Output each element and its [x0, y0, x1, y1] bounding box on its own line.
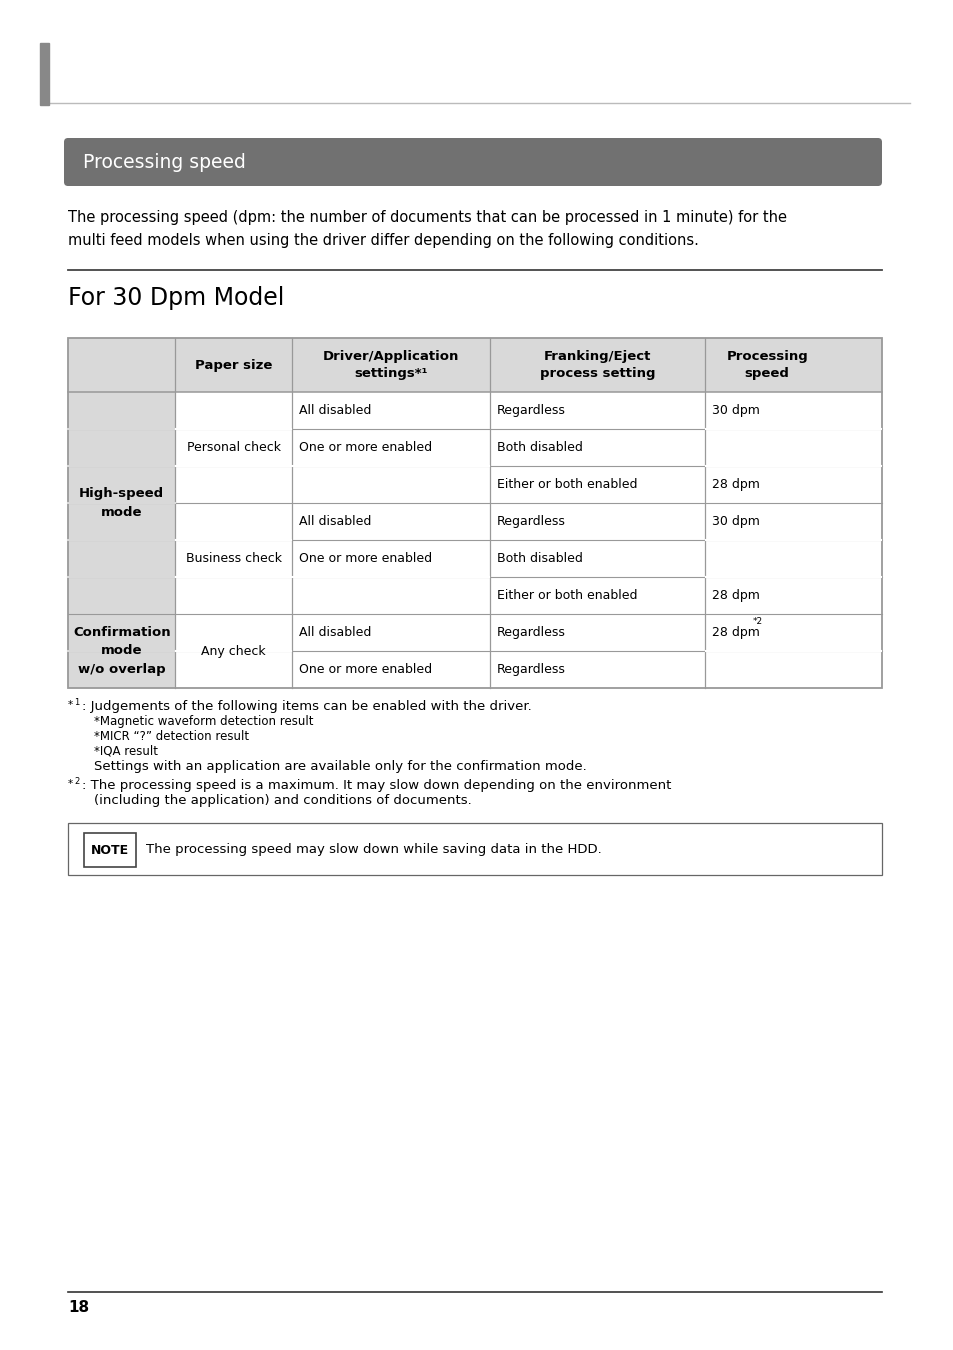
- Text: Business check: Business check: [186, 552, 281, 566]
- Text: Both disabled: Both disabled: [497, 441, 582, 454]
- Text: All disabled: All disabled: [298, 514, 371, 528]
- Text: The processing speed (dpm: the number of documents that can be processed in 1 mi: The processing speed (dpm: the number of…: [68, 211, 786, 248]
- Text: Processing
speed: Processing speed: [725, 350, 807, 379]
- Text: 1: 1: [74, 698, 79, 707]
- Text: : Judgements of the following items can be enabled with the driver.: : Judgements of the following items can …: [82, 701, 531, 713]
- Text: High-speed
mode: High-speed mode: [79, 487, 164, 518]
- Bar: [68, 338, 882, 392]
- Text: 2: 2: [74, 778, 79, 786]
- Text: Any check: Any check: [201, 644, 266, 657]
- Text: The processing speed may slow down while saving data in the HDD.: The processing speed may slow down while…: [146, 842, 601, 856]
- Text: *2: *2: [752, 617, 761, 626]
- Text: *: *: [68, 701, 73, 710]
- Text: Settings with an application are available only for the confirmation mode.: Settings with an application are availab…: [94, 760, 586, 774]
- Text: 30 dpm: 30 dpm: [712, 514, 760, 528]
- Text: All disabled: All disabled: [298, 626, 371, 639]
- Text: *IQA result: *IQA result: [94, 745, 158, 757]
- Text: Regardless: Regardless: [497, 514, 565, 528]
- Text: One or more enabled: One or more enabled: [298, 552, 432, 566]
- Text: 30 dpm: 30 dpm: [712, 404, 760, 417]
- Text: *Magnetic waveform detection result: *Magnetic waveform detection result: [94, 716, 314, 728]
- Text: NOTE: NOTE: [91, 844, 129, 856]
- Text: *: *: [68, 779, 73, 788]
- Text: Personal check: Personal check: [187, 441, 280, 454]
- Text: (including the application) and conditions of documents.: (including the application) and conditio…: [94, 794, 471, 807]
- Text: Regardless: Regardless: [497, 663, 565, 676]
- Text: 28 dpm: 28 dpm: [712, 626, 760, 639]
- Bar: [68, 392, 175, 688]
- Text: Both disabled: Both disabled: [497, 552, 582, 566]
- Text: 18: 18: [68, 1300, 89, 1315]
- FancyBboxPatch shape: [64, 138, 882, 186]
- Bar: [68, 338, 882, 688]
- Text: Either or both enabled: Either or both enabled: [497, 589, 637, 602]
- Text: One or more enabled: One or more enabled: [298, 663, 432, 676]
- Text: All disabled: All disabled: [298, 404, 371, 417]
- Text: Processing speed: Processing speed: [83, 153, 246, 171]
- Text: One or more enabled: One or more enabled: [298, 441, 432, 454]
- Text: Either or both enabled: Either or both enabled: [497, 478, 637, 491]
- Bar: [84, 833, 136, 867]
- Text: Regardless: Regardless: [497, 404, 565, 417]
- Text: 28 dpm: 28 dpm: [712, 478, 760, 491]
- Text: *MICR “?” detection result: *MICR “?” detection result: [94, 730, 249, 742]
- Text: 28 dpm: 28 dpm: [712, 589, 760, 602]
- Text: : The processing speed is a maximum. It may slow down depending on the environme: : The processing speed is a maximum. It …: [82, 779, 671, 792]
- Text: Franking/Eject
process setting: Franking/Eject process setting: [539, 350, 655, 379]
- Text: For 30 Dpm Model: For 30 Dpm Model: [68, 286, 284, 310]
- Text: Regardless: Regardless: [497, 626, 565, 639]
- Bar: [68, 824, 882, 875]
- Text: Confirmation
mode
w/o overlap: Confirmation mode w/o overlap: [72, 626, 171, 675]
- Text: Driver/Application
settings*¹: Driver/Application settings*¹: [322, 350, 458, 379]
- Bar: [40, 43, 49, 105]
- Bar: [175, 392, 882, 688]
- Text: Paper size: Paper size: [194, 359, 272, 371]
